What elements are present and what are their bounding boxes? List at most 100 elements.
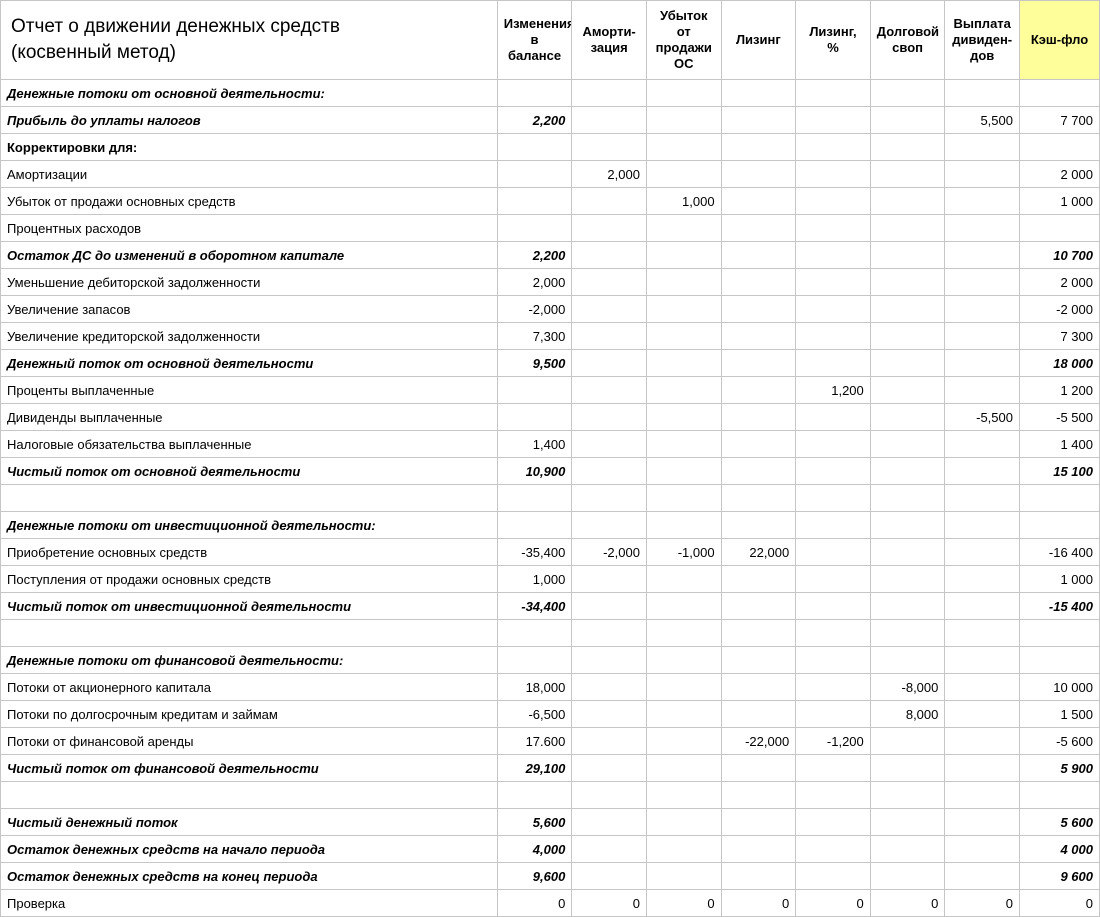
cell [870, 809, 945, 836]
cell [646, 458, 721, 485]
row-label [1, 782, 498, 809]
table-row: Приобретение основных средств-35,400-2,0… [1, 539, 1100, 566]
cell [870, 350, 945, 377]
cell: -1,000 [646, 539, 721, 566]
cell: 5 600 [1020, 809, 1100, 836]
cell [945, 296, 1020, 323]
table-row: Остаток ДС до изменений в оборотном капи… [1, 242, 1100, 269]
cell [721, 647, 796, 674]
table-row: Денежный поток от основной деятельности9… [1, 350, 1100, 377]
cell [796, 458, 871, 485]
cell [497, 215, 572, 242]
cell [497, 485, 572, 512]
cell [572, 296, 647, 323]
table-row: Убыток от продажи основных средств1,0001… [1, 188, 1100, 215]
cell [945, 431, 1020, 458]
cell [945, 674, 1020, 701]
cell [870, 647, 945, 674]
table-row: Потоки по долгосрочным кредитам и займам… [1, 701, 1100, 728]
row-label: Прибыль до уплаты налогов [1, 107, 498, 134]
cell: 1 500 [1020, 701, 1100, 728]
table-row: Корректировки для: [1, 134, 1100, 161]
cell [497, 188, 572, 215]
cell [572, 647, 647, 674]
cell [796, 782, 871, 809]
cell [646, 593, 721, 620]
col-header-leasing: Лизинг [721, 1, 796, 80]
cell: 22,000 [721, 539, 796, 566]
row-label: Чистый поток от основной деятельности [1, 458, 498, 485]
row-label: Остаток денежных средств на конец период… [1, 863, 498, 890]
cell: -6,500 [497, 701, 572, 728]
cell [646, 620, 721, 647]
cell [721, 350, 796, 377]
cell [572, 863, 647, 890]
cell [721, 458, 796, 485]
cell [646, 674, 721, 701]
row-label: Корректировки для: [1, 134, 498, 161]
title-line-2: (косвенный метод) [11, 42, 176, 63]
cell [572, 512, 647, 539]
cell: 7,300 [497, 323, 572, 350]
cell [646, 215, 721, 242]
cell [721, 134, 796, 161]
cell [721, 485, 796, 512]
cell: 9 600 [1020, 863, 1100, 890]
cell: -8,000 [870, 674, 945, 701]
cell: 1,000 [497, 566, 572, 593]
cell [945, 566, 1020, 593]
cell [721, 809, 796, 836]
cell: 1 000 [1020, 188, 1100, 215]
row-label: Денежные потоки от основной деятельности… [1, 80, 498, 107]
cell [1020, 512, 1100, 539]
row-label: Приобретение основных средств [1, 539, 498, 566]
cell [796, 215, 871, 242]
cell [796, 404, 871, 431]
cell: -2,000 [572, 539, 647, 566]
col-header-div: Выплата дивиден-дов [945, 1, 1020, 80]
cell [721, 701, 796, 728]
cell [572, 485, 647, 512]
cell: 9,600 [497, 863, 572, 890]
cell [796, 80, 871, 107]
cell: 5 900 [1020, 755, 1100, 782]
cell [721, 269, 796, 296]
cell [646, 728, 721, 755]
cell: 2 000 [1020, 161, 1100, 188]
cell [945, 350, 1020, 377]
row-label: Проценты выплаченные [1, 377, 498, 404]
cell [721, 377, 796, 404]
cell [497, 782, 572, 809]
cell [721, 863, 796, 890]
cell [572, 593, 647, 620]
cell: -22,000 [721, 728, 796, 755]
cell [1020, 215, 1100, 242]
cell [646, 809, 721, 836]
cell [721, 566, 796, 593]
row-label: Чистый денежный поток [1, 809, 498, 836]
cell [572, 80, 647, 107]
cell [646, 107, 721, 134]
table-row: Чистый поток от инвестиционной деятельно… [1, 593, 1100, 620]
cell [870, 269, 945, 296]
cell [646, 836, 721, 863]
cell [796, 350, 871, 377]
table-header: Отчет о движении денежных средств (косве… [1, 1, 1100, 80]
row-label: Денежные потоки от инвестиционной деятел… [1, 512, 498, 539]
cell [572, 215, 647, 242]
cell [870, 512, 945, 539]
cell: -5 500 [1020, 404, 1100, 431]
cell [572, 107, 647, 134]
cell [870, 242, 945, 269]
cell [870, 485, 945, 512]
cash-flow-table: Отчет о движении денежных средств (косве… [0, 0, 1100, 917]
cell [945, 134, 1020, 161]
cell: 2,000 [572, 161, 647, 188]
table-row [1, 620, 1100, 647]
cell: 0 [646, 890, 721, 917]
cell [572, 728, 647, 755]
cell [945, 593, 1020, 620]
cell [646, 377, 721, 404]
cell [721, 161, 796, 188]
cell [945, 458, 1020, 485]
